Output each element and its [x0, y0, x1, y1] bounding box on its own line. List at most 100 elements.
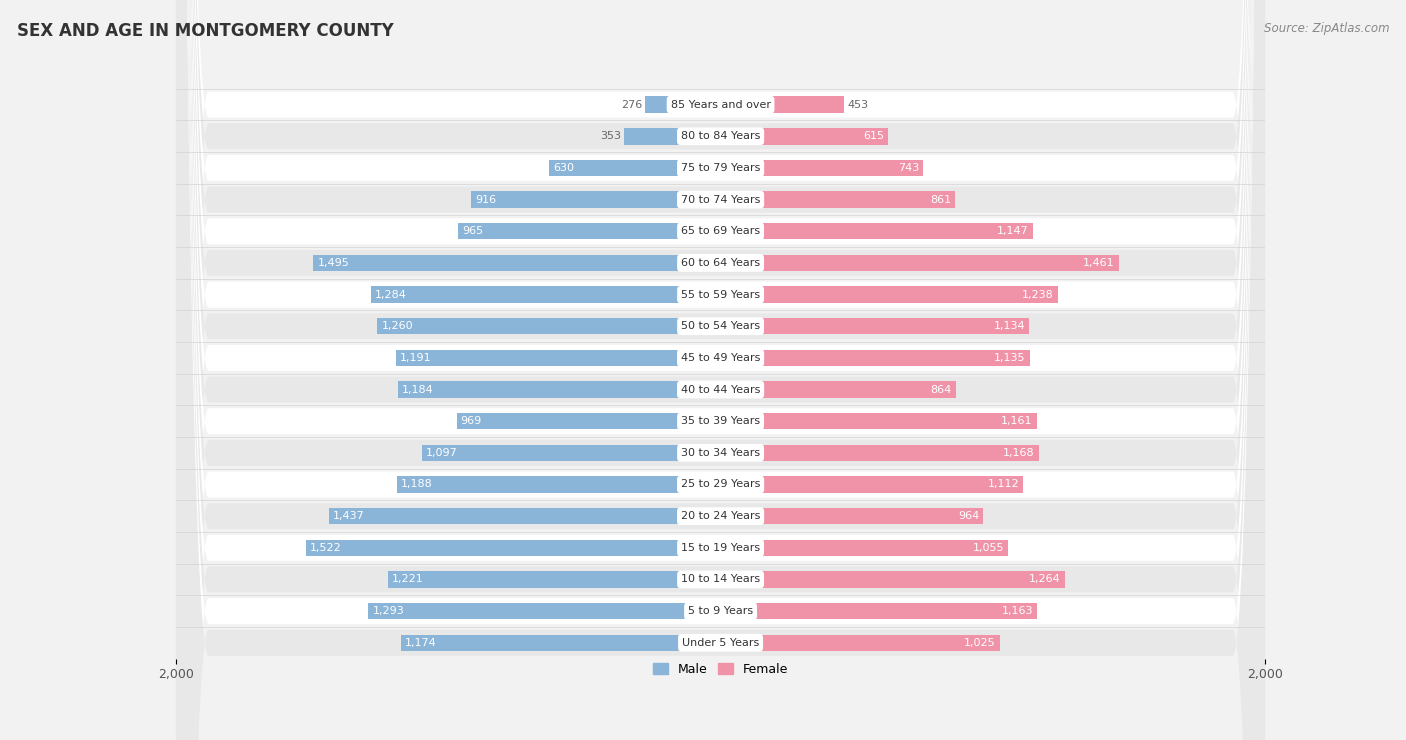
Bar — [721, 128, 889, 144]
Bar — [471, 192, 721, 208]
Text: 1,238: 1,238 — [1022, 289, 1053, 300]
FancyBboxPatch shape — [176, 0, 1265, 740]
Bar — [314, 255, 721, 271]
Text: 50 to 54 Years: 50 to 54 Years — [681, 321, 761, 332]
Bar — [721, 223, 1033, 240]
Bar — [721, 255, 1119, 271]
Bar — [624, 128, 721, 144]
Bar — [721, 349, 1029, 366]
Bar — [457, 413, 721, 429]
FancyBboxPatch shape — [176, 0, 1265, 740]
Bar — [645, 96, 721, 113]
FancyBboxPatch shape — [176, 0, 1265, 740]
Text: 1,055: 1,055 — [973, 543, 1004, 553]
Bar — [721, 160, 922, 176]
FancyBboxPatch shape — [176, 0, 1265, 740]
Bar — [721, 603, 1038, 619]
FancyBboxPatch shape — [176, 0, 1265, 740]
Text: 1,495: 1,495 — [318, 258, 349, 268]
Text: 861: 861 — [929, 195, 950, 204]
Bar — [329, 508, 721, 525]
Text: 10 to 14 Years: 10 to 14 Years — [681, 574, 761, 585]
Text: 1,174: 1,174 — [405, 638, 437, 648]
Bar — [721, 286, 1057, 303]
Text: 80 to 84 Years: 80 to 84 Years — [681, 131, 761, 141]
Bar — [721, 96, 844, 113]
Text: 85 Years and over: 85 Years and over — [671, 100, 770, 110]
Bar — [398, 381, 721, 398]
Text: 15 to 19 Years: 15 to 19 Years — [681, 543, 761, 553]
Text: 35 to 39 Years: 35 to 39 Years — [681, 416, 761, 426]
Text: 353: 353 — [600, 131, 621, 141]
Text: Source: ZipAtlas.com: Source: ZipAtlas.com — [1264, 22, 1389, 36]
Text: 60 to 64 Years: 60 to 64 Years — [681, 258, 761, 268]
Text: 1,188: 1,188 — [401, 480, 433, 489]
Bar — [721, 539, 1008, 556]
Text: 1,134: 1,134 — [994, 321, 1025, 332]
Text: 1,284: 1,284 — [375, 289, 406, 300]
Text: 1,221: 1,221 — [392, 574, 423, 585]
Text: 30 to 34 Years: 30 to 34 Years — [681, 448, 761, 458]
Text: 25 to 29 Years: 25 to 29 Years — [681, 480, 761, 489]
Legend: Male, Female: Male, Female — [648, 658, 793, 681]
Text: 70 to 74 Years: 70 to 74 Years — [681, 195, 761, 204]
Bar — [307, 539, 721, 556]
Bar — [721, 477, 1024, 493]
Bar — [377, 318, 721, 334]
Text: 1,161: 1,161 — [1001, 416, 1033, 426]
Bar — [548, 160, 721, 176]
Text: 864: 864 — [931, 385, 952, 394]
Text: 1,461: 1,461 — [1083, 258, 1115, 268]
Bar — [368, 603, 721, 619]
Bar — [396, 477, 721, 493]
Text: 965: 965 — [461, 226, 482, 236]
FancyBboxPatch shape — [176, 0, 1265, 740]
Text: 20 to 24 Years: 20 to 24 Years — [681, 511, 761, 521]
Text: 1,163: 1,163 — [1002, 606, 1033, 616]
FancyBboxPatch shape — [176, 0, 1265, 740]
Text: 615: 615 — [863, 131, 884, 141]
Text: 40 to 44 Years: 40 to 44 Years — [681, 385, 761, 394]
FancyBboxPatch shape — [176, 0, 1265, 740]
FancyBboxPatch shape — [176, 0, 1265, 740]
Text: 45 to 49 Years: 45 to 49 Years — [681, 353, 761, 363]
Bar — [721, 445, 1039, 461]
FancyBboxPatch shape — [176, 0, 1265, 740]
Bar — [371, 286, 721, 303]
Text: 75 to 79 Years: 75 to 79 Years — [681, 163, 761, 173]
Text: 630: 630 — [553, 163, 574, 173]
Bar — [721, 413, 1036, 429]
Bar — [721, 192, 955, 208]
Text: 964: 964 — [957, 511, 979, 521]
FancyBboxPatch shape — [176, 0, 1265, 740]
Text: 1,025: 1,025 — [965, 638, 995, 648]
FancyBboxPatch shape — [176, 0, 1265, 740]
Bar — [388, 571, 721, 588]
FancyBboxPatch shape — [176, 0, 1265, 740]
Text: 5 to 9 Years: 5 to 9 Years — [688, 606, 754, 616]
FancyBboxPatch shape — [176, 0, 1265, 740]
Text: 65 to 69 Years: 65 to 69 Years — [681, 226, 761, 236]
FancyBboxPatch shape — [176, 0, 1265, 740]
Bar — [721, 571, 1064, 588]
Text: 1,522: 1,522 — [311, 543, 342, 553]
Text: 1,264: 1,264 — [1029, 574, 1060, 585]
Text: 1,097: 1,097 — [426, 448, 457, 458]
Text: 743: 743 — [897, 163, 920, 173]
Bar — [721, 508, 983, 525]
Text: 1,260: 1,260 — [381, 321, 413, 332]
Text: 1,437: 1,437 — [333, 511, 366, 521]
Text: SEX AND AGE IN MONTGOMERY COUNTY: SEX AND AGE IN MONTGOMERY COUNTY — [17, 22, 394, 40]
FancyBboxPatch shape — [176, 0, 1265, 740]
Text: 916: 916 — [475, 195, 496, 204]
Text: 1,184: 1,184 — [402, 385, 434, 394]
Text: 1,191: 1,191 — [401, 353, 432, 363]
Text: Under 5 Years: Under 5 Years — [682, 638, 759, 648]
Text: 1,293: 1,293 — [373, 606, 404, 616]
Text: 1,147: 1,147 — [997, 226, 1029, 236]
Bar — [721, 381, 956, 398]
FancyBboxPatch shape — [176, 0, 1265, 740]
Text: 1,112: 1,112 — [988, 480, 1019, 489]
Text: 55 to 59 Years: 55 to 59 Years — [681, 289, 761, 300]
Bar — [721, 634, 1000, 651]
